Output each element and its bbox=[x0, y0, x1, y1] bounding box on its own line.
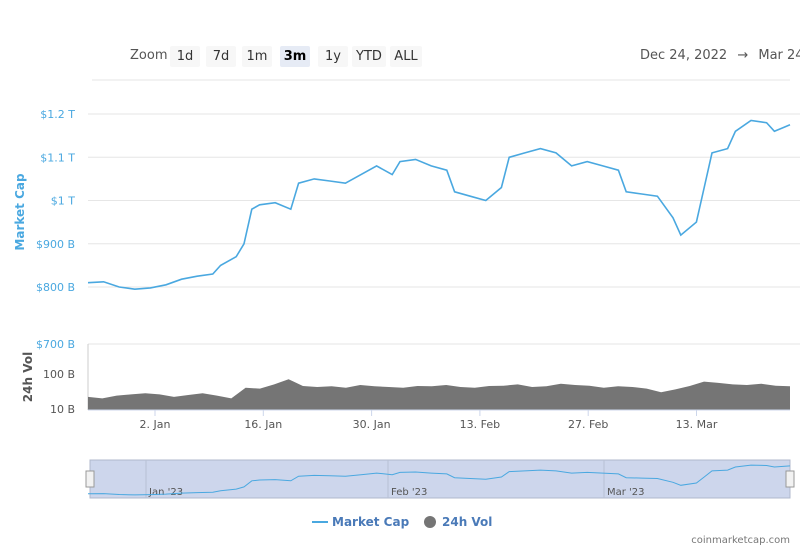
vol-tick-label: $700 B bbox=[36, 338, 75, 351]
x-tick-label: 2. Jan bbox=[140, 418, 171, 431]
y-tick-label: $900 B bbox=[36, 238, 75, 251]
zoom-ytd-button[interactable]: YTD bbox=[352, 46, 386, 67]
navigator-tick-label: Mar '23 bbox=[607, 487, 645, 498]
navigator-line bbox=[87, 464, 791, 496]
y-tick-label: $1.2 T bbox=[40, 108, 75, 121]
x-tick-label: 30. Jan bbox=[353, 418, 391, 431]
y-axis-title-volume: 24h Vol bbox=[21, 352, 35, 402]
zoom-3m-button[interactable]: 3m bbox=[280, 46, 310, 67]
range-to-input[interactable]: Mar 24, 2023 bbox=[758, 48, 800, 63]
market-cap-line bbox=[87, 119, 791, 291]
navigator-left-handle[interactable] bbox=[85, 470, 95, 488]
range-from-input[interactable]: Dec 24, 2022 bbox=[640, 48, 728, 63]
navigator-tick-label: Feb '23 bbox=[391, 487, 427, 498]
navigator-tick-label: Jan '23 bbox=[148, 487, 183, 498]
zoom-label: Zoom bbox=[130, 48, 168, 63]
zoom-1y-button[interactable]: 1y bbox=[318, 46, 348, 67]
y-tick-label: $1 T bbox=[51, 195, 75, 208]
vol-tick-label: 10 B bbox=[50, 403, 75, 416]
credit-link[interactable]: coinmarketcap.com bbox=[691, 535, 790, 546]
legend-volume[interactable]: 24h Vol bbox=[442, 515, 492, 529]
legend-volume-swatch bbox=[424, 516, 436, 528]
y-axis-title-market-cap: Market Cap bbox=[13, 173, 27, 251]
y-tick-label: $800 B bbox=[36, 281, 75, 294]
x-tick-label: 13. Feb bbox=[460, 418, 500, 431]
legend-market-cap[interactable]: Market Cap bbox=[332, 515, 410, 529]
x-tick-label: 27. Feb bbox=[568, 418, 608, 431]
volume-area bbox=[88, 379, 790, 410]
x-tick-label: 13. Mar bbox=[676, 418, 718, 431]
zoom-1m-button[interactable]: 1m bbox=[242, 46, 272, 67]
zoom-1d-button[interactable]: 1d bbox=[170, 46, 200, 67]
range-arrow: → bbox=[737, 48, 749, 63]
date-range: Dec 24, 2022 → Mar 24, 2023 bbox=[640, 48, 800, 63]
zoom-all-button[interactable]: ALL bbox=[390, 46, 422, 67]
x-tick-label: 16. Jan bbox=[244, 418, 282, 431]
y-tick-label: $1.1 T bbox=[40, 151, 75, 164]
vol-tick-label: 100 B bbox=[43, 368, 75, 381]
zoom-7d-button[interactable]: 7d bbox=[206, 46, 236, 67]
navigator-right-handle[interactable] bbox=[785, 470, 795, 488]
